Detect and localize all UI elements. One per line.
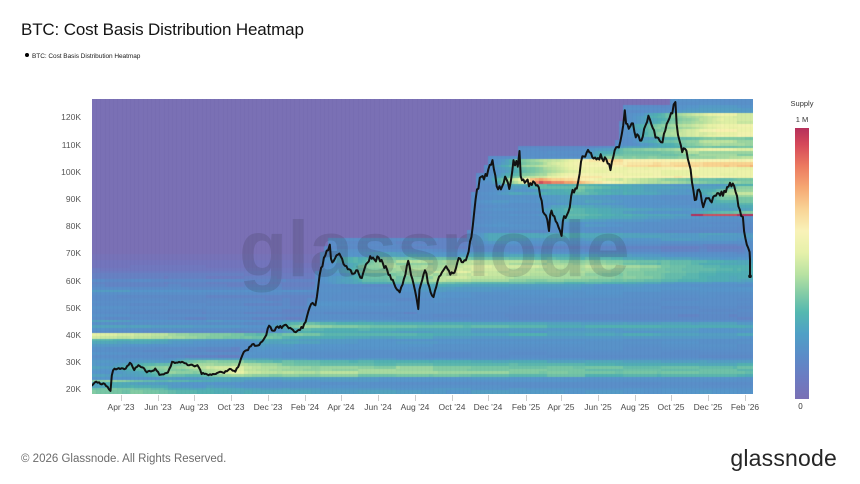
svg-text:glassnode: glassnode xyxy=(239,204,630,293)
